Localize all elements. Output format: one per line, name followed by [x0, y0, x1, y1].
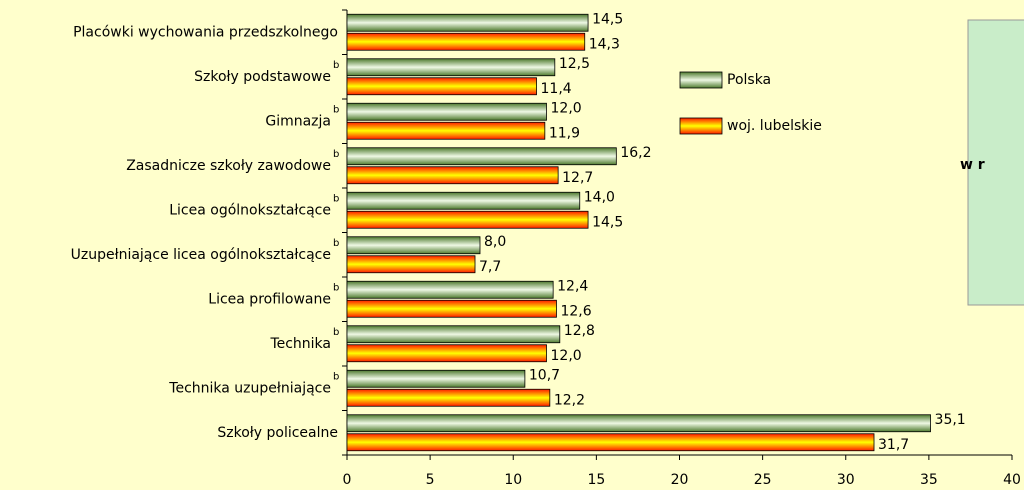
- bar: [346, 236, 481, 255]
- bar: [346, 344, 547, 363]
- value-label: 14,5: [592, 214, 623, 230]
- value-label: 10,7: [529, 367, 560, 383]
- value-label: 14,5: [592, 11, 623, 27]
- bar: [346, 77, 537, 96]
- value-label: 31,7: [878, 437, 909, 453]
- value-label: 12,8: [564, 323, 595, 339]
- x-tick-label: 10: [504, 472, 522, 488]
- bar: [346, 166, 559, 185]
- legend-swatch: [679, 71, 723, 89]
- category-label: Szkoły policealne: [217, 425, 338, 441]
- value-label: 7,7: [479, 259, 501, 275]
- bar: [346, 191, 581, 210]
- category-note: b: [333, 149, 339, 160]
- value-label: 12,7: [562, 170, 593, 186]
- category-label: Placówki wychowania przedszkolnego: [73, 24, 338, 40]
- value-label: 12,0: [551, 348, 582, 364]
- bar: [346, 325, 561, 344]
- category-label: Zasadnicze szkoły zawodowe: [126, 158, 331, 174]
- value-label: 14,0: [584, 189, 615, 205]
- value-label: 35,1: [935, 412, 966, 428]
- value-label: 12,4: [557, 278, 588, 294]
- category-label: Gimnazja: [265, 113, 331, 129]
- legend-swatch: [679, 117, 723, 135]
- category-note: b: [333, 282, 339, 293]
- bar: [346, 147, 617, 166]
- x-tick-label: 25: [754, 472, 772, 488]
- category-label: Technika: [269, 336, 331, 352]
- category-note: b: [333, 60, 339, 71]
- bar: [346, 414, 931, 433]
- annotation: w r: [960, 157, 985, 173]
- bar: [346, 388, 551, 407]
- value-label: 12,6: [560, 303, 591, 319]
- category-note: b: [333, 371, 339, 382]
- value-label: 14,3: [589, 36, 620, 52]
- bar: [346, 255, 476, 274]
- value-label: 12,2: [554, 392, 585, 408]
- value-label: 8,0: [484, 234, 506, 250]
- x-tick-label: 5: [426, 472, 435, 488]
- category-label: Uzupełniające licea ogólnokształcące: [71, 247, 331, 263]
- category-label: Licea ogólnokształcące: [169, 202, 331, 218]
- bar: [346, 32, 586, 51]
- bar: [346, 280, 554, 299]
- legend-label: woj. lubelskie: [727, 118, 822, 134]
- category-label: Licea profilowane: [208, 291, 331, 307]
- category-note: b: [333, 327, 339, 338]
- x-tick-label: 30: [837, 472, 855, 488]
- value-label: 12,0: [551, 100, 582, 116]
- value-label: 16,2: [620, 145, 651, 161]
- legend-label: Polska: [727, 72, 771, 88]
- bar: [346, 299, 557, 318]
- side-panel: [967, 19, 1024, 306]
- x-tick-label: 40: [1003, 472, 1021, 488]
- category-note: b: [333, 238, 339, 249]
- value-label: 12,5: [559, 56, 590, 72]
- category-label: Szkoły podstawowe: [194, 69, 331, 85]
- category-label: Technika uzupełniające: [168, 380, 331, 396]
- bar: [346, 121, 546, 140]
- value-label: 11,9: [549, 125, 580, 141]
- bar: [346, 210, 589, 229]
- x-tick-label: 35: [920, 472, 938, 488]
- value-label: 11,4: [541, 81, 572, 97]
- category-note: b: [333, 104, 339, 115]
- bar: [346, 369, 526, 388]
- bar: [346, 433, 875, 452]
- x-tick-label: 20: [671, 472, 689, 488]
- x-tick-label: 0: [343, 472, 352, 488]
- bar: [346, 102, 547, 121]
- x-tick-label: 15: [587, 472, 605, 488]
- bar: [346, 13, 589, 32]
- bar: [346, 58, 556, 77]
- category-note: b: [333, 193, 339, 204]
